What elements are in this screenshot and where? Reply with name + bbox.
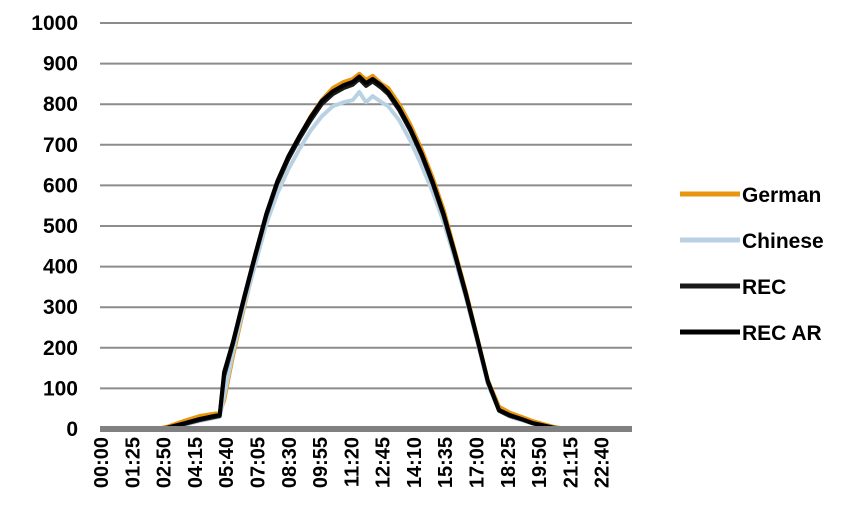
y-axis-ticks: 0 100 200 300 400 500 600 700 800 900 1000: [31, 12, 78, 441]
y-tick-label: 500: [43, 215, 78, 238]
x-axis-ticks: 00:00 01:25 02:50 04:15 05:40 07:05 08:30 09:55…: [91, 437, 614, 488]
x-tick-label: 07:05: [248, 437, 270, 488]
y-tick-label: 1000: [31, 12, 78, 35]
y-tick-label: 100: [43, 377, 78, 400]
legend: German Chinese REC REC AR: [680, 184, 824, 345]
series-line-rec-ar: [100, 74, 632, 431]
series-line-chinese: [100, 90, 632, 431]
gridlines: [100, 22, 632, 390]
x-tick-label: 15:35: [435, 437, 457, 488]
y-tick-label: 200: [43, 337, 78, 360]
x-tick-label: 09:55: [310, 437, 332, 488]
y-tick-label: 300: [43, 296, 78, 319]
y-tick-label: 600: [43, 174, 78, 197]
x-tick-label: 08:30: [279, 437, 301, 488]
series-lines: [100, 71, 632, 431]
x-tick-label: 04:15: [185, 437, 207, 488]
x-tick-label: 21:15: [560, 437, 582, 488]
legend-label: Chinese: [742, 230, 824, 253]
series-line-german: [100, 71, 632, 431]
legend-label: German: [742, 184, 821, 207]
x-tick-label: 02:50: [154, 437, 176, 488]
y-tick-label: 400: [43, 256, 78, 279]
x-tick-label: 01:25: [122, 437, 144, 488]
x-tick-label: 05:40: [216, 437, 238, 488]
legend-label: REC: [742, 276, 786, 299]
x-tick-label: 14:10: [404, 437, 426, 488]
x-tick-label: 00:00: [91, 437, 113, 488]
x-tick-label: 18:25: [498, 437, 520, 488]
legend-label: REC AR: [742, 322, 822, 345]
y-tick-label: 800: [43, 93, 78, 116]
x-tick-label: 19:50: [529, 437, 551, 488]
x-tick-label: 12:45: [373, 437, 395, 488]
x-tick-label: 22:40: [592, 437, 614, 488]
x-tick-label: 17:00: [467, 437, 489, 488]
y-tick-label: 700: [43, 134, 78, 157]
y-tick-label: 900: [43, 53, 78, 76]
series-line-rec: [100, 77, 632, 431]
x-tick-label: 11:20: [341, 437, 363, 487]
y-tick-label: 0: [66, 418, 78, 441]
